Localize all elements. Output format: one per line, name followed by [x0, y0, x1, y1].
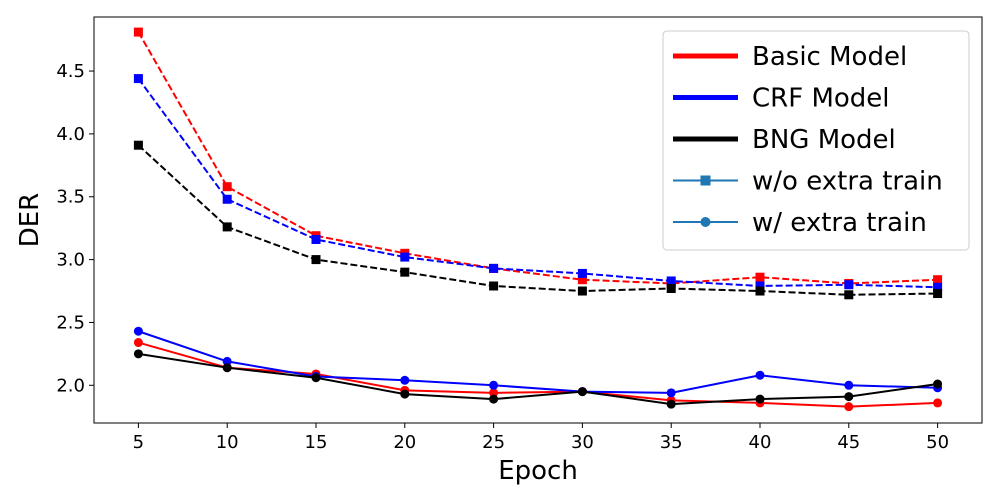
data-point-circle — [933, 398, 943, 408]
legend-item: Basic Model — [673, 42, 907, 72]
data-point-square — [133, 74, 143, 84]
x-tick-label: 40 — [749, 432, 772, 453]
data-point-square — [844, 290, 854, 300]
y-tick-label: 3.5 — [56, 187, 85, 208]
series-layer — [133, 27, 943, 412]
y-tick-label: 4.5 — [56, 61, 85, 82]
data-point-square — [400, 252, 410, 262]
legend-frame — [662, 30, 970, 251]
data-point-circle — [933, 379, 943, 389]
data-point-circle — [755, 370, 765, 380]
data-point-circle — [133, 349, 143, 359]
series-line — [138, 330, 938, 394]
data-point-square — [311, 255, 321, 265]
series-line — [137, 144, 938, 296]
data-point-square — [400, 267, 410, 277]
data-point-square — [755, 286, 765, 296]
data-point-square — [222, 182, 232, 192]
data-point-circle — [489, 388, 499, 398]
data-point-square — [133, 140, 143, 150]
y-axis-label: DER — [15, 193, 45, 248]
y-tick-label: 3.0 — [56, 250, 85, 271]
data-point-circle — [222, 356, 232, 366]
data-point-square — [489, 263, 499, 273]
data-point-circle — [311, 373, 321, 383]
x-tick-label: 5 — [133, 432, 144, 453]
legend-label: BNG Model — [752, 125, 896, 155]
legend-square-marker — [700, 175, 711, 186]
series-line — [137, 77, 938, 289]
data-point-circle — [133, 338, 143, 348]
legend-item: w/ extra train — [673, 208, 927, 238]
y-tick-label: 2.5 — [56, 312, 85, 333]
series-line — [137, 31, 938, 285]
x-tick-label: 25 — [482, 432, 505, 453]
data-point-circle — [400, 389, 410, 399]
legend-label: Basic Model — [752, 42, 907, 72]
data-point-square — [933, 275, 943, 285]
series-crf-model-w-o-extra-train — [133, 74, 943, 292]
legend-items: Basic Model CRF Model BNG Model w/o extra t… — [673, 42, 943, 238]
data-point-circle — [755, 394, 765, 404]
series-crf-model-w-extra-train — [133, 326, 943, 398]
data-point-circle — [577, 387, 587, 397]
x-tick-label: 45 — [837, 432, 860, 453]
series-bng-model-w-o-extra-train — [133, 140, 943, 300]
data-point-square — [755, 272, 765, 282]
data-point-square — [577, 268, 587, 278]
x-tick-label: 10 — [216, 432, 239, 453]
data-point-square — [933, 282, 943, 292]
data-point-circle — [133, 326, 143, 336]
series-line — [138, 352, 938, 406]
legend: Basic Model CRF Model BNG Model w/o extra t… — [662, 30, 970, 251]
data-point-circle — [844, 402, 854, 412]
series-line — [138, 341, 938, 408]
data-point-square — [933, 289, 943, 299]
data-point-square — [666, 276, 676, 286]
data-point-square — [755, 281, 765, 291]
data-point-circle — [489, 394, 499, 404]
y-tick-label: 2.0 — [56, 375, 85, 396]
plot-frame — [93, 16, 983, 424]
x-tick-label: 20 — [393, 432, 416, 453]
legend-item: BNG Model — [673, 125, 896, 155]
legend-circle-marker — [700, 217, 711, 227]
x-axis-ticks: 5 10 15 20 25 30 35 40 45 50 — [133, 423, 949, 453]
data-point-circle — [666, 399, 676, 409]
legend-label: w/ extra train — [752, 208, 927, 238]
data-point-square — [577, 275, 587, 285]
data-point-circle — [489, 380, 499, 390]
data-point-circle — [222, 363, 232, 373]
x-tick-label: 30 — [571, 432, 594, 453]
data-point-circle — [666, 388, 676, 398]
x-axis-label: Epoch — [498, 456, 578, 486]
legend-item: w/o extra train — [673, 167, 943, 197]
legend-item: CRF Model — [673, 84, 890, 114]
legend-label: w/o extra train — [752, 167, 943, 197]
data-point-square — [489, 281, 499, 291]
x-tick-label: 35 — [660, 432, 683, 453]
y-axis-ticks: 2.0 2.5 3.0 3.5 4.0 4.5 — [56, 61, 94, 396]
x-tick-label: 15 — [305, 432, 328, 453]
x-tick-label: 50 — [926, 432, 949, 453]
data-point-circle — [844, 380, 854, 390]
data-point-circle — [400, 375, 410, 385]
data-point-square — [311, 234, 321, 244]
legend-label: CRF Model — [752, 84, 890, 114]
data-point-square — [577, 286, 587, 296]
data-point-square — [666, 284, 676, 294]
y-tick-label: 4.0 — [56, 124, 85, 145]
data-point-square — [133, 27, 143, 37]
data-point-square — [222, 222, 232, 232]
data-point-circle — [844, 392, 854, 402]
series-basic-model-w-extra-train — [133, 338, 943, 412]
data-point-square — [844, 280, 854, 290]
series-bng-model-w-extra-train — [133, 349, 943, 409]
data-point-square — [222, 194, 232, 204]
